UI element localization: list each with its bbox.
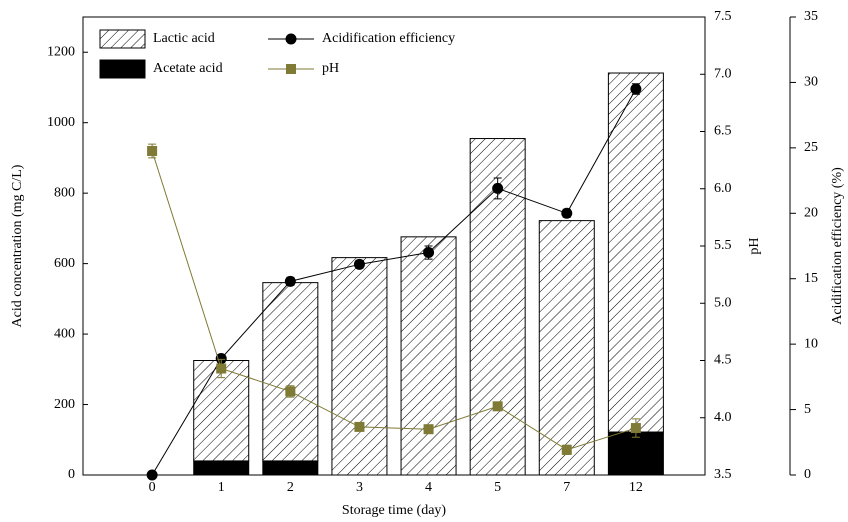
- legend-label: pH: [322, 61, 339, 76]
- x-tick-label: 12: [629, 480, 643, 495]
- x-tick-label: 4: [425, 480, 432, 495]
- y3-tick-label: 35: [804, 9, 818, 24]
- y2-axis-title: pH: [747, 237, 762, 254]
- series-marker: [354, 421, 365, 432]
- series-line: [151, 88, 637, 476]
- series-marker: [492, 401, 503, 412]
- series-marker: [630, 83, 642, 95]
- y2-tick-label: 4.0: [714, 410, 732, 425]
- y3-tick-label: 15: [804, 271, 818, 286]
- legend-swatch: [99, 29, 146, 49]
- bar: [607, 72, 664, 433]
- bar: [607, 431, 664, 476]
- x-tick-label: 7: [563, 480, 570, 495]
- x-tick-label: 2: [287, 480, 294, 495]
- y-tick-label: 1000: [47, 115, 75, 130]
- bar: [400, 236, 457, 476]
- y3-tick-label: 0: [804, 467, 811, 482]
- y-tick-label: 800: [54, 185, 75, 200]
- y-tick-label: 400: [54, 326, 75, 341]
- y3-tick-label: 25: [804, 140, 818, 155]
- y-tick-label: 0: [68, 467, 75, 482]
- legend-label: Lactic acid: [153, 31, 215, 46]
- series-marker: [630, 423, 641, 434]
- bar: [538, 220, 595, 476]
- y2-tick-label: 6.5: [714, 124, 732, 139]
- bar: [262, 460, 319, 476]
- series-marker: [492, 182, 504, 194]
- series-marker: [216, 363, 227, 374]
- y2-tick-label: 7.5: [714, 9, 732, 24]
- x-axis-title: Storage time (day): [342, 503, 447, 518]
- y2-tick-label: 3.5: [714, 467, 732, 482]
- bar: [193, 460, 250, 476]
- x-tick-label: 0: [149, 480, 156, 495]
- y3-tick-label: 20: [804, 206, 818, 221]
- y2-tick-label: 5.0: [714, 295, 732, 310]
- y-tick-label: 1200: [47, 44, 75, 59]
- x-tick-label: 5: [494, 480, 501, 495]
- series-marker: [561, 444, 572, 455]
- x-tick-label: 1: [218, 480, 225, 495]
- series-marker: [285, 386, 296, 397]
- y3-tick-label: 30: [804, 75, 818, 90]
- y3-tick-label: 10: [804, 336, 818, 351]
- y-tick-label: 600: [54, 256, 75, 271]
- legend-label: Acetate acid: [153, 61, 223, 76]
- legend-label: Acidification efficiency: [322, 31, 455, 46]
- series-marker: [423, 424, 434, 435]
- series-line: [151, 150, 637, 451]
- y2-tick-label: 6.0: [714, 181, 732, 196]
- y2-tick-label: 5.5: [714, 238, 732, 253]
- series-marker: [353, 258, 365, 270]
- series-marker: [146, 469, 158, 481]
- y3-axis-title: Acidification efficiency (%): [830, 167, 845, 325]
- y-axis-title: Acid concentration (mg C/L): [10, 164, 25, 327]
- y2-tick-label: 7.0: [714, 66, 732, 81]
- series-marker: [284, 275, 296, 287]
- legend-marker: [286, 64, 296, 74]
- x-tick-label: 3: [356, 480, 363, 495]
- y-tick-label: 200: [54, 397, 75, 412]
- series-marker: [423, 247, 435, 259]
- bar: [331, 257, 388, 476]
- legend-marker: [285, 33, 297, 45]
- series-marker: [147, 145, 158, 156]
- legend-swatch: [99, 59, 146, 79]
- series-marker: [561, 207, 573, 219]
- bar: [262, 282, 319, 462]
- y2-tick-label: 4.5: [714, 353, 732, 368]
- y3-tick-label: 5: [804, 402, 811, 417]
